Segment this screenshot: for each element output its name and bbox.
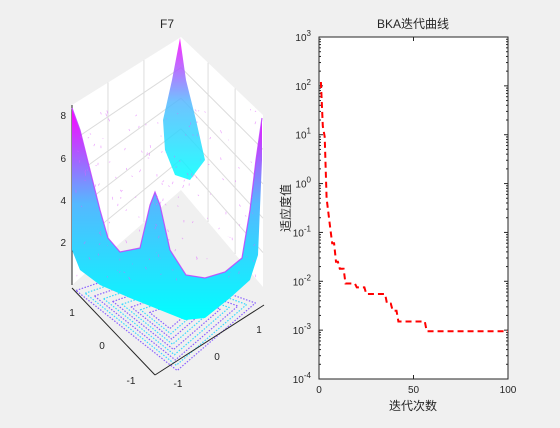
y-axis-line	[154, 304, 265, 376]
z-tick-label: 8	[60, 111, 66, 122]
y-tick-label: 1	[256, 325, 262, 336]
z-tick-label: 6	[60, 154, 66, 165]
surface-peak	[163, 38, 205, 180]
x-tick-label: 50	[408, 385, 420, 396]
convergence-plot: 10-4 10-3 10-2 10-1 100 101 102 103 0 50 100 BKA迭…	[278, 17, 517, 413]
plot-wall-right	[181, 37, 263, 287]
grid-line	[71, 67, 182, 142]
x-tick-label: 1	[69, 308, 75, 319]
y-tick-label: 100	[295, 176, 311, 191]
y-tick-label: 10-3	[293, 322, 312, 337]
grid-line	[180, 97, 264, 185]
y-tick-label: 102	[295, 78, 311, 93]
x-tick-label: 0	[99, 341, 105, 352]
y-axis-label: 适应度值	[278, 184, 293, 232]
surface-plot: F7 2 4 6 8 1 0 -1 -1 0 1	[60, 17, 265, 390]
x-axis-label: 迭代次数	[389, 398, 437, 413]
plot-area	[318, 36, 509, 380]
y-tick-label: 10-1	[293, 224, 312, 239]
y-tick-label: 0	[214, 352, 220, 363]
y-tick-label: 101	[295, 127, 311, 142]
y-tick-label: -1	[174, 379, 183, 390]
z-tick-label: 4	[60, 196, 66, 207]
z-tick-label: 2	[60, 238, 66, 249]
surface-noise	[75, 109, 257, 281]
y-tick-labels: 10-4 10-3 10-2 10-1 100 101 102 103	[293, 29, 312, 386]
y-tick-label: 103	[295, 29, 311, 44]
grid-line	[71, 97, 182, 178]
x-tick-label: 0	[316, 385, 322, 396]
x-tick-labels: 0 50 100	[316, 385, 517, 396]
y-tick-label: 10-2	[293, 273, 312, 288]
surface-title: F7	[160, 17, 174, 31]
surface-mesh	[72, 108, 262, 320]
x-tick-label: 100	[500, 385, 517, 396]
convergence-title: BKA迭代曲线	[377, 17, 449, 31]
y-tick-label: 10-4	[293, 371, 312, 386]
surface-front-ridge	[71, 107, 263, 279]
contour-ring	[121, 291, 213, 345]
axis-ticks	[318, 36, 509, 380]
x-tick-label: -1	[127, 376, 136, 387]
x-axis-line	[71, 287, 156, 376]
grid-line	[180, 67, 264, 150]
